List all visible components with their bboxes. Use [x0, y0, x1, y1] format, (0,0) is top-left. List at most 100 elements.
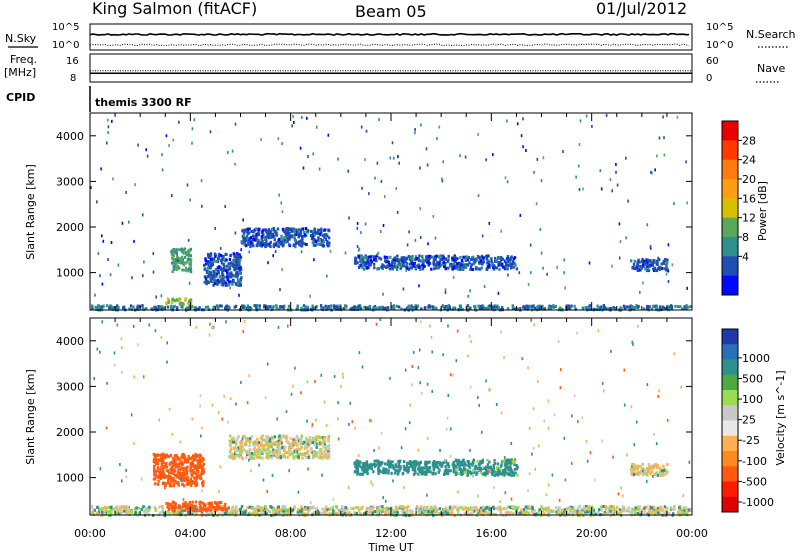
scatter-cell	[638, 505, 642, 509]
scatter-cell	[390, 305, 394, 309]
scatter-cell	[213, 512, 216, 516]
scatter-cell	[602, 505, 605, 508]
scatter-cell	[310, 449, 313, 453]
scatter-cell	[202, 468, 205, 472]
scatter-cell	[166, 360, 168, 364]
scatter-cell	[121, 306, 125, 310]
scatter-cell	[477, 494, 479, 498]
scatter-cell	[468, 512, 471, 516]
noise-panel-frame	[89, 23, 693, 51]
scatter-cell	[184, 501, 187, 505]
scatter-cell	[296, 304, 299, 308]
scatter-cell	[244, 443, 247, 447]
scatter-cell	[253, 510, 257, 514]
scatter-cell	[209, 257, 213, 261]
scatter-cell	[533, 306, 537, 310]
scatter-cell	[521, 510, 524, 514]
scatter-cell	[571, 414, 573, 418]
scatter-cell	[451, 258, 454, 262]
scatter-cell	[484, 507, 487, 511]
scatter-cell	[468, 508, 471, 512]
scatter-cell	[265, 239, 268, 243]
scatter-cell	[286, 455, 289, 459]
scatter-cell	[96, 200, 98, 204]
scatter-cell	[152, 252, 155, 256]
scatter-cell	[106, 381, 108, 385]
scatter-cell	[396, 265, 399, 269]
scatter-cell	[152, 452, 156, 456]
scatter-cell	[189, 270, 193, 274]
scatter-cell	[173, 267, 176, 271]
scatter-cell	[377, 307, 380, 310]
scatter-cell	[307, 155, 309, 159]
scatter-cell	[221, 417, 224, 421]
scatter-cell	[277, 439, 280, 443]
scatter-cell	[499, 507, 502, 511]
scatter-cell	[311, 424, 313, 428]
scatter-cell	[411, 365, 414, 369]
scatter-cell	[265, 435, 268, 439]
scatter-cell	[236, 453, 240, 457]
scatter-cell	[294, 440, 297, 444]
scatter-cell	[652, 466, 655, 470]
scatter-cell	[222, 283, 225, 287]
scatter-cell	[421, 267, 425, 271]
scatter-cell	[671, 263, 674, 267]
scatter-cell	[316, 453, 319, 457]
scatter-cell	[499, 464, 503, 468]
scatter-cell	[653, 512, 657, 516]
scatter-cell	[214, 227, 216, 230]
scatter-cell	[453, 258, 456, 262]
scatter-cell	[464, 155, 467, 159]
scatter-cell	[637, 258, 640, 262]
scatter-cell	[451, 267, 454, 271]
scatter-cell	[625, 156, 627, 160]
scatter-cell	[664, 510, 667, 514]
scatter-cell	[166, 474, 169, 478]
scatter-cell	[300, 391, 302, 395]
scatter-cell	[303, 447, 306, 451]
scatter-cell	[160, 294, 163, 298]
scatter-cell	[132, 305, 135, 309]
scatter-cell	[589, 307, 592, 311]
scatter-cell	[462, 255, 465, 259]
scatter-cell	[237, 449, 240, 453]
scatter-cell	[521, 512, 524, 516]
scatter-cell	[209, 262, 212, 266]
scatter-cell	[414, 127, 416, 131]
scatter-cell	[636, 268, 639, 271]
scatter-cell	[355, 512, 359, 515]
scatter-cell	[318, 242, 321, 246]
scatter-cell	[563, 258, 565, 262]
scatter-cell	[323, 400, 326, 404]
scatter-cell	[263, 506, 266, 510]
scatter-cell	[204, 262, 208, 266]
scatter-cell	[521, 357, 523, 361]
scatter-cell	[328, 450, 331, 454]
scatter-cell	[426, 468, 429, 472]
scatter-cell	[319, 441, 321, 445]
scatter-cell	[639, 290, 641, 294]
scatter-cell	[664, 267, 667, 271]
scatter-cell	[669, 506, 672, 510]
scatter-cell	[654, 168, 656, 172]
scatter-cell	[136, 305, 139, 309]
scatter-cell	[652, 506, 656, 510]
scatter-cell	[481, 262, 484, 266]
scatter-cell	[178, 458, 181, 462]
scatter-cell	[452, 462, 456, 466]
scatter-cell	[405, 268, 407, 272]
scatter-cell	[368, 304, 371, 308]
scatter-cell	[446, 307, 450, 311]
scatter-cell	[357, 459, 360, 463]
scatter-cell	[418, 254, 421, 258]
scatter-cell	[622, 304, 626, 308]
scatter-cell	[152, 270, 155, 274]
scatter-cell	[219, 304, 222, 308]
scatter-cell	[272, 245, 276, 249]
scatter-cell	[397, 305, 401, 309]
scatter-cell	[259, 440, 262, 444]
scatter-cell	[201, 465, 204, 468]
scatter-cell	[386, 463, 389, 467]
scatter-cell	[278, 241, 282, 245]
